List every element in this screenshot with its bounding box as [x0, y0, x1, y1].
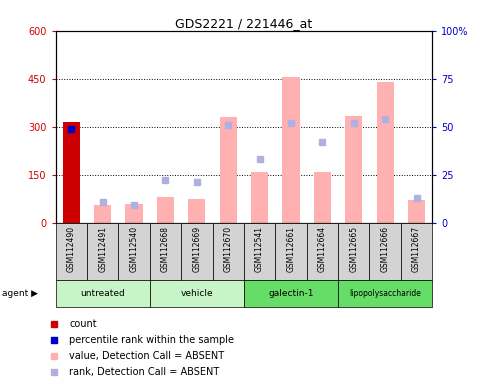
Text: galectin-1: galectin-1 — [268, 289, 314, 298]
Text: GSM112665: GSM112665 — [349, 225, 358, 272]
Text: GSM112491: GSM112491 — [98, 225, 107, 271]
Bar — [369, 223, 401, 280]
Bar — [126, 204, 142, 223]
Bar — [56, 280, 150, 307]
Text: GSM112666: GSM112666 — [381, 225, 390, 272]
Text: count: count — [69, 319, 97, 329]
Bar — [150, 223, 181, 280]
Bar — [213, 223, 244, 280]
Bar — [408, 200, 425, 223]
Bar — [244, 223, 275, 280]
Text: GSM112661: GSM112661 — [286, 225, 296, 271]
Bar — [338, 223, 369, 280]
Text: GSM112667: GSM112667 — [412, 225, 421, 272]
Text: GSM112669: GSM112669 — [192, 225, 201, 272]
Text: GSM112541: GSM112541 — [255, 225, 264, 271]
Text: GSM112668: GSM112668 — [161, 225, 170, 271]
Bar — [377, 82, 394, 223]
Bar — [338, 280, 432, 307]
Bar — [188, 199, 205, 223]
Bar — [56, 223, 87, 280]
Title: GDS2221 / 221446_at: GDS2221 / 221446_at — [175, 17, 313, 30]
Bar — [150, 280, 244, 307]
Text: GSM112540: GSM112540 — [129, 225, 139, 272]
Bar — [94, 205, 111, 223]
Text: value, Detection Call = ABSENT: value, Detection Call = ABSENT — [69, 351, 224, 361]
Bar — [345, 116, 362, 223]
Bar — [87, 223, 118, 280]
Bar — [307, 223, 338, 280]
Bar — [275, 223, 307, 280]
Text: rank, Detection Call = ABSENT: rank, Detection Call = ABSENT — [69, 367, 219, 377]
Text: untreated: untreated — [80, 289, 125, 298]
Bar — [181, 223, 213, 280]
Text: GSM112664: GSM112664 — [318, 225, 327, 272]
Bar — [251, 172, 268, 223]
Text: vehicle: vehicle — [181, 289, 213, 298]
Bar — [314, 172, 331, 223]
Text: GSM112670: GSM112670 — [224, 225, 233, 272]
Text: agent ▶: agent ▶ — [2, 289, 39, 298]
Bar — [157, 197, 174, 223]
Bar — [118, 223, 150, 280]
Text: lipopolysaccharide: lipopolysaccharide — [349, 289, 421, 298]
Bar — [63, 122, 80, 223]
Text: percentile rank within the sample: percentile rank within the sample — [69, 335, 234, 345]
Text: GSM112490: GSM112490 — [67, 225, 76, 272]
Bar — [401, 223, 432, 280]
Bar — [220, 117, 237, 223]
Bar — [283, 77, 299, 223]
Bar — [244, 280, 338, 307]
